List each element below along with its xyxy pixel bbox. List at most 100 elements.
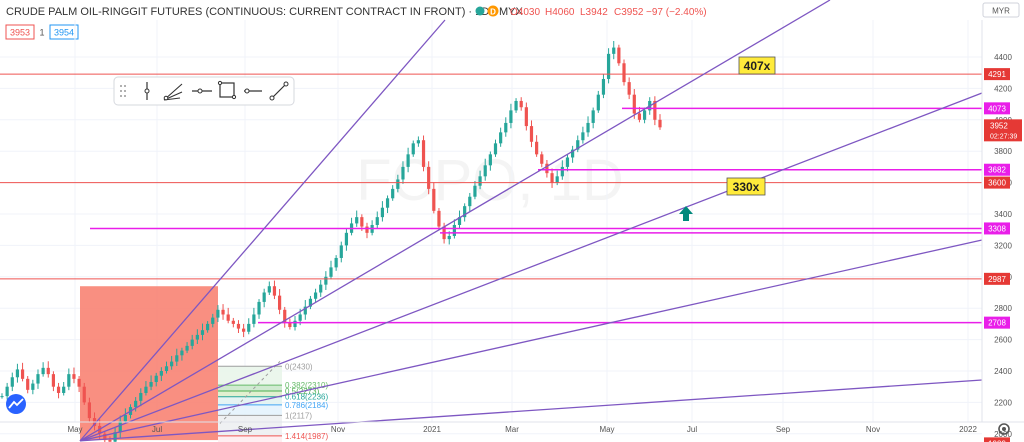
countdown-label: 02:27:39 xyxy=(990,133,1017,140)
candle-body xyxy=(540,154,544,164)
candle-body xyxy=(175,355,179,362)
fib-level-label: 0.382(2310) xyxy=(285,381,328,390)
delayed-badge: D xyxy=(490,8,496,17)
ask-box[interactable]: 3954 xyxy=(49,24,79,40)
candle-body xyxy=(46,367,50,375)
candle-body xyxy=(226,314,230,321)
currency-label: MYR xyxy=(992,7,1010,16)
candle-body xyxy=(483,165,487,177)
toolbar-drag-handle-icon[interactable] xyxy=(120,85,126,97)
candle-body xyxy=(493,143,498,155)
candle-body xyxy=(576,140,580,150)
candle-body xyxy=(524,107,528,127)
candle-body xyxy=(632,94,636,114)
candle-body xyxy=(56,386,61,393)
candle-body xyxy=(545,163,549,174)
fib-level-label: 1.414(1987) xyxy=(285,432,328,441)
candle-body xyxy=(380,207,385,218)
trend-line-tool-icon[interactable] xyxy=(269,81,289,101)
candle-body xyxy=(519,100,523,108)
candle-body xyxy=(406,154,410,167)
candle-body xyxy=(190,339,194,346)
fan-trend-line xyxy=(79,19,446,442)
fib-trend-line xyxy=(219,360,281,424)
horizontal-line-tool-icon[interactable] xyxy=(244,88,262,94)
candle-body xyxy=(375,217,379,225)
candle-body xyxy=(622,63,626,83)
candle-body xyxy=(26,378,30,390)
spread-value: 1 xyxy=(39,28,44,38)
tradingview-logo-icon xyxy=(6,394,26,414)
candle-body xyxy=(62,386,66,393)
candle-body xyxy=(344,232,349,246)
price-tag-box xyxy=(984,163,1010,176)
candle-body xyxy=(416,140,420,144)
vertical-line-tool-icon[interactable] xyxy=(144,82,150,100)
candle-body xyxy=(206,323,210,331)
time-tick-label: 2021 xyxy=(423,425,441,434)
candle-body xyxy=(514,100,518,111)
candle-body xyxy=(149,381,153,387)
ohlc-change: −97 (−2.40%) xyxy=(646,7,707,18)
candle-body xyxy=(637,113,642,120)
candle-body xyxy=(319,284,323,293)
label-407: 407x xyxy=(744,59,771,73)
ohlc-open: O4030 xyxy=(510,7,540,18)
candle-body xyxy=(324,276,328,285)
candle-body xyxy=(411,143,415,155)
candle-body xyxy=(277,295,282,310)
candle-body xyxy=(144,386,148,393)
fib-level-label: 1(2117) xyxy=(285,411,312,420)
currency-button[interactable]: MYR xyxy=(982,2,1020,18)
candle-body xyxy=(10,377,14,387)
price-tick-label: 2400 xyxy=(994,367,1012,376)
candle-body xyxy=(401,166,405,180)
candle-body xyxy=(87,402,91,419)
horizontal-ray-tool-icon[interactable] xyxy=(192,88,212,94)
candle-body xyxy=(437,210,441,227)
candle-body xyxy=(452,224,456,236)
time-tick-label: Sep xyxy=(776,425,791,434)
ask-price: 3954 xyxy=(54,28,74,38)
settings-gear-icon[interactable] xyxy=(998,423,1010,435)
candle-body xyxy=(601,78,606,95)
candle-body xyxy=(257,301,261,315)
fan-trend-line xyxy=(79,92,983,442)
candle-body xyxy=(118,421,122,433)
candle-body xyxy=(288,322,292,328)
candle-body xyxy=(355,217,359,224)
candle-body xyxy=(591,110,595,123)
candle-body xyxy=(473,185,477,197)
bid-box[interactable]: 3953 xyxy=(5,24,35,40)
candle-body xyxy=(231,320,235,324)
candle-body xyxy=(550,173,554,183)
fib-level-label: 0(2430) xyxy=(285,362,313,371)
price-tick-label: 4400 xyxy=(994,53,1012,62)
rectangle-tool-icon[interactable] xyxy=(217,80,237,100)
price-tag-box xyxy=(984,102,1010,115)
price-tag-label: 1939 xyxy=(988,439,1006,442)
delayed-badge-icon xyxy=(487,5,499,17)
candle-body xyxy=(488,154,492,166)
candle-body xyxy=(134,400,138,408)
candle-body xyxy=(653,100,657,120)
candle-body xyxy=(108,440,112,442)
candle-body xyxy=(221,309,225,315)
candle-body xyxy=(31,383,35,390)
price-tag-label: 3308 xyxy=(988,224,1006,233)
fan-trend-line xyxy=(79,239,983,442)
candle-body xyxy=(195,334,199,340)
candle-body xyxy=(180,350,184,356)
candle-body xyxy=(571,149,575,158)
price-tick-label: 2600 xyxy=(994,336,1012,345)
candle-body xyxy=(242,328,246,332)
fan-tool-icon[interactable] xyxy=(163,83,183,101)
price-tag-box xyxy=(984,68,1010,81)
candle-body xyxy=(421,140,426,167)
ohlc-close: C3952 xyxy=(614,7,644,18)
candle-body xyxy=(293,320,297,328)
candle-body xyxy=(113,432,117,442)
candle-body xyxy=(15,369,20,378)
price-tag-label: 2708 xyxy=(988,319,1006,328)
candle-body xyxy=(447,235,451,240)
